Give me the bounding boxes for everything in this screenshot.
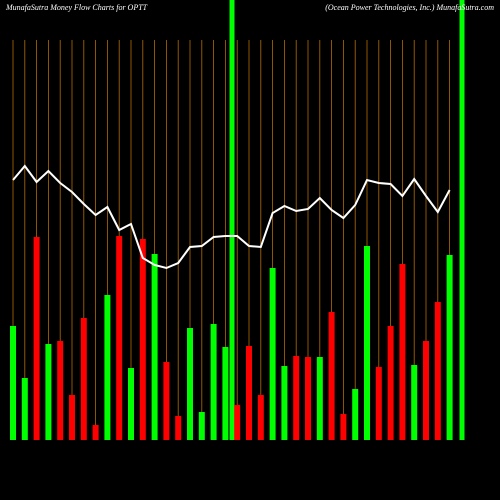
bar	[128, 368, 134, 440]
bar	[352, 389, 359, 440]
bar	[210, 324, 217, 440]
bar	[116, 236, 123, 440]
bar	[69, 395, 75, 440]
bar	[139, 239, 146, 440]
bar	[104, 295, 111, 440]
bar	[411, 365, 418, 440]
bar	[269, 268, 276, 440]
bar	[175, 416, 182, 440]
chart-subtitle: (Ocean Power Technologies, Inc.) MunafaS…	[325, 3, 494, 12]
bar	[387, 326, 394, 440]
bar	[423, 341, 429, 440]
bar	[375, 367, 382, 440]
bar	[45, 344, 52, 440]
bar	[446, 255, 453, 440]
bar	[234, 405, 241, 440]
bar	[92, 425, 99, 440]
bar	[305, 357, 311, 440]
bar	[340, 414, 347, 440]
bar	[293, 356, 300, 440]
bar	[281, 366, 288, 440]
bar	[198, 412, 205, 440]
bar	[187, 328, 193, 440]
bar	[316, 357, 323, 440]
bar	[257, 395, 264, 440]
bar	[328, 312, 335, 440]
chart-title: MunafaSutra Money Flow Charts for OPTT	[5, 3, 148, 12]
bar	[246, 346, 252, 440]
bar	[21, 378, 28, 440]
bar	[33, 237, 40, 440]
bar	[151, 254, 158, 440]
bar	[364, 246, 370, 440]
bar	[80, 318, 87, 440]
bar	[57, 341, 64, 440]
bar	[434, 302, 441, 440]
bar	[163, 362, 170, 440]
price-line	[12, 164, 451, 270]
bar	[222, 347, 229, 440]
bar	[10, 326, 16, 440]
bar	[399, 264, 406, 440]
